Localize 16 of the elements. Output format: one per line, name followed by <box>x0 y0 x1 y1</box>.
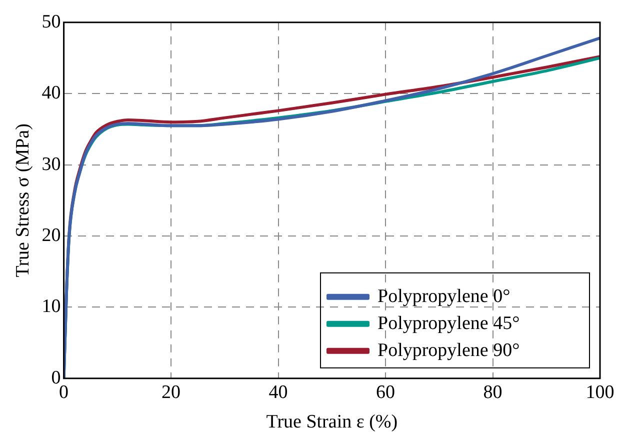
legend-label: Polypropylene 45° <box>378 312 520 334</box>
y-tick-label: 40 <box>42 82 61 104</box>
y-axis-title: True Stress σ (MPa) <box>12 124 34 278</box>
y-tick-label: 50 <box>42 11 61 32</box>
y-tick-label: 30 <box>42 154 61 175</box>
x-axis-title: True Strain ε (%) <box>266 412 398 433</box>
x-tick-label: 20 <box>162 382 181 403</box>
legend-label: Polypropylene 0° <box>378 286 510 307</box>
y-tick-label: 20 <box>42 224 61 246</box>
x-tick-label: 80 <box>483 382 502 403</box>
y-tick-label: 0 <box>51 367 61 388</box>
legend-label: Polypropylene 90° <box>378 340 520 361</box>
x-tick-label: 60 <box>376 382 396 403</box>
x-tick-label: 40 <box>268 382 288 403</box>
x-tick-label: 100 <box>586 382 614 403</box>
y-tick-label: 10 <box>42 296 61 318</box>
